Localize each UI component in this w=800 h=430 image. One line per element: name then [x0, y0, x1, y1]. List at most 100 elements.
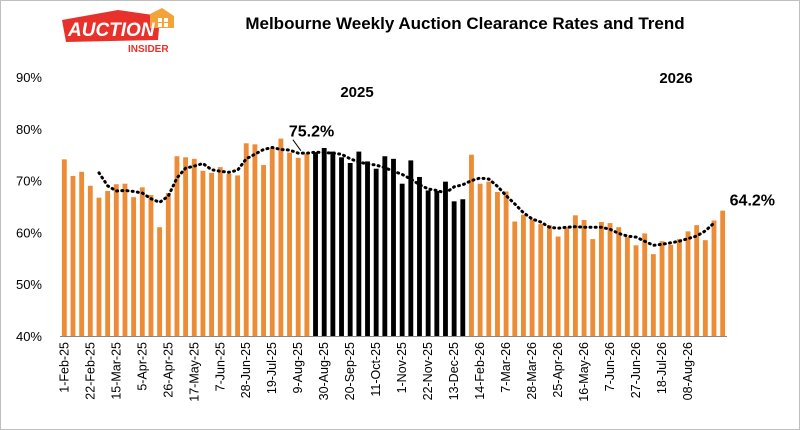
- trend-line: [97, 145, 716, 247]
- bar: [633, 245, 639, 336]
- bar: [425, 190, 431, 336]
- bar: [79, 171, 85, 336]
- x-tick-label: 15-Mar-25: [109, 342, 123, 400]
- bar: [616, 227, 622, 336]
- bar: [382, 156, 388, 336]
- x-tick-label: 27-Jun-26: [629, 342, 643, 398]
- bar: [313, 152, 318, 336]
- bar: [165, 193, 171, 336]
- bar: [391, 158, 396, 336]
- x-tick-label: 25-Apr-26: [551, 342, 565, 398]
- bar: [538, 224, 544, 336]
- value-callout: 75.2%: [289, 124, 334, 141]
- y-axis: 40% 50% 60% 70% 80% 90%: [16, 70, 42, 344]
- x-tick-label: 7-Jun-26: [603, 342, 617, 391]
- bar: [217, 167, 223, 336]
- bar: [157, 227, 163, 336]
- year-label: 2026: [659, 70, 692, 87]
- bar: [235, 175, 240, 336]
- bar: [512, 221, 518, 336]
- bar: [659, 241, 665, 336]
- bar: [70, 175, 76, 336]
- trend-line-path: [97, 145, 716, 247]
- bar: [347, 162, 353, 336]
- bar: [495, 192, 500, 336]
- x-tick-label: 13-Dec-25: [447, 342, 461, 400]
- bar: [451, 201, 457, 336]
- bar: [547, 225, 552, 336]
- x-tick-label: 26-Apr-25: [161, 342, 175, 398]
- bar: [469, 154, 474, 336]
- x-tick-label: 1-Feb-25: [57, 342, 71, 393]
- bar: [174, 156, 180, 336]
- bar: [278, 138, 284, 336]
- bar: [598, 222, 604, 336]
- bar: [572, 215, 578, 336]
- x-tick-label: 22-Nov-25: [421, 342, 435, 400]
- bar: [183, 157, 189, 336]
- x-tick-label: 28-Mar-26: [525, 342, 539, 400]
- svg-text:AUCTION: AUCTION: [67, 20, 156, 41]
- bar: [295, 157, 301, 336]
- bar: [720, 210, 726, 336]
- bar: [61, 159, 67, 336]
- auction-insider-logo: AUCTION INSIDER: [58, 6, 186, 56]
- bar: [261, 165, 266, 336]
- bar: [607, 223, 613, 336]
- bar: [399, 183, 405, 336]
- bar: [269, 147, 275, 336]
- bar: [590, 239, 596, 336]
- y-tick-label: 90%: [16, 70, 42, 85]
- bar: [139, 187, 145, 336]
- bar: [113, 184, 119, 336]
- x-tick-label: 20-Sep-25: [343, 342, 357, 400]
- bar: [122, 183, 128, 336]
- x-tick-label: 30-Aug-25: [317, 342, 331, 400]
- bar: [460, 199, 466, 336]
- bar: [209, 172, 215, 336]
- bar: [87, 185, 93, 336]
- svg-text:INSIDER: INSIDER: [128, 44, 169, 55]
- bar: [287, 152, 292, 336]
- x-tick-label: 5-Apr-25: [135, 342, 149, 391]
- bar: [243, 143, 249, 336]
- bar: [200, 170, 206, 336]
- bar: [529, 219, 535, 336]
- bar: [356, 151, 362, 336]
- x-tick-label: 18-Jul-26: [655, 342, 669, 394]
- bar: [702, 240, 708, 336]
- bar-series: [61, 138, 726, 336]
- chart-title: Melbourne Weekly Auction Clearance Rates…: [245, 14, 685, 33]
- x-tick-label: 11-Oct-25: [369, 342, 383, 397]
- bar: [581, 219, 587, 336]
- x-tick-label: 7-Mar-26: [499, 342, 513, 393]
- y-tick-label: 40%: [16, 329, 42, 344]
- bar: [477, 183, 483, 336]
- bar: [676, 239, 682, 336]
- bar: [434, 190, 440, 336]
- y-tick-label: 50%: [16, 277, 42, 292]
- bar: [321, 147, 327, 336]
- bar: [339, 157, 344, 336]
- bar: [694, 225, 700, 336]
- x-tick-label: 17-May-25: [187, 342, 201, 402]
- bar: [105, 190, 111, 336]
- bar: [503, 191, 509, 336]
- y-tick-label: 70%: [16, 174, 42, 189]
- x-tick-label: 9-Aug-25: [291, 342, 305, 393]
- bar: [486, 181, 492, 336]
- bar: [373, 168, 379, 336]
- bar: [191, 158, 197, 336]
- bar: [148, 195, 154, 336]
- x-axis: 1-Feb-25 22-Feb-25 15-Mar-25 5-Apr-25 26-Apr…: [57, 336, 727, 402]
- bar: [131, 197, 137, 336]
- bar: [555, 236, 561, 336]
- bar: [650, 254, 656, 336]
- bar: [330, 151, 336, 336]
- bar: [642, 233, 648, 336]
- x-tick-label: 22-Feb-25: [83, 342, 97, 400]
- bar: [685, 231, 691, 336]
- x-tick-label: 14-Feb-26: [473, 342, 487, 400]
- annotations: 2025 2026 75.2% 64.2%: [289, 70, 775, 210]
